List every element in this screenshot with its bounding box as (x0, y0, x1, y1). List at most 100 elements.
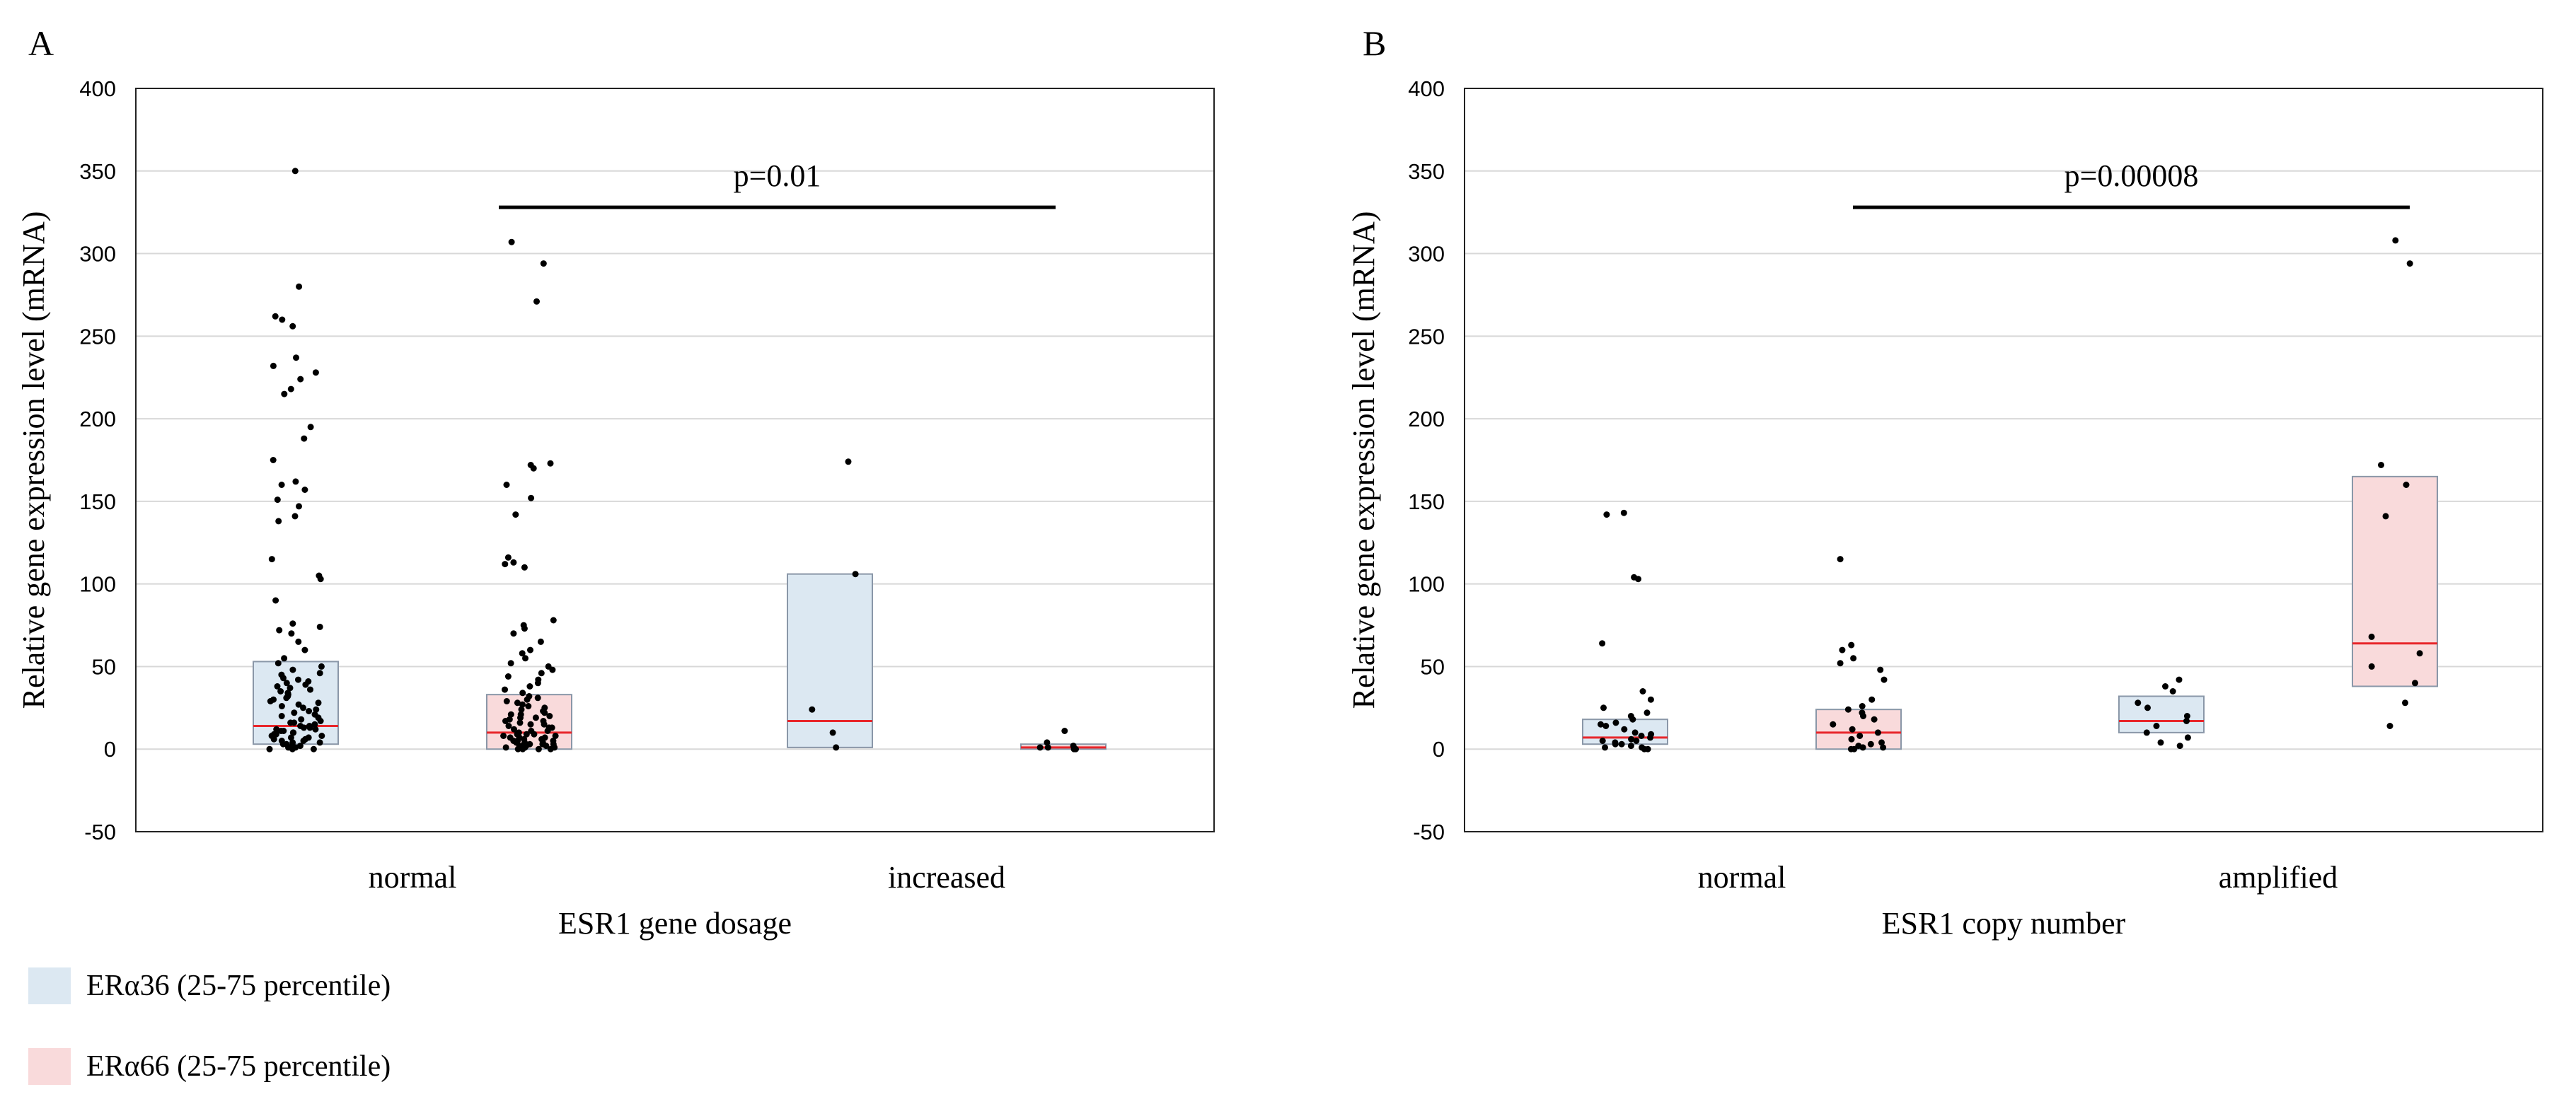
data-point (523, 731, 530, 738)
data-point (1647, 734, 1653, 741)
data-point (281, 390, 288, 397)
data-point (318, 663, 325, 670)
data-point (539, 739, 546, 746)
data-point (289, 322, 296, 330)
data-point (533, 298, 540, 305)
data-point (272, 313, 279, 320)
data-point (287, 685, 294, 692)
data-point (2412, 680, 2418, 687)
data-point (285, 744, 291, 751)
data-point (502, 686, 508, 693)
data-point (829, 729, 836, 736)
data-point (311, 721, 318, 728)
data-point (305, 678, 312, 685)
data-point (519, 745, 526, 752)
y-tick-label: -50 (1413, 820, 1445, 844)
data-point (551, 744, 558, 751)
y-tick-label: 200 (1408, 407, 1445, 431)
data-point (1647, 696, 1654, 703)
data-point (291, 719, 298, 726)
data-point (528, 494, 535, 501)
box-iqr (787, 573, 873, 748)
data-point (1621, 726, 1628, 733)
x-axis-label: ESR1 copy number (1882, 906, 2126, 941)
data-point (510, 559, 517, 566)
data-point (2416, 650, 2423, 657)
y-tick-label: 50 (92, 654, 116, 679)
data-point (1877, 666, 1884, 673)
data-point (528, 728, 535, 734)
y-tick-label: 150 (79, 489, 116, 514)
data-point (517, 711, 524, 718)
data-point (524, 696, 531, 703)
data-point (1869, 696, 1876, 703)
data-point (845, 458, 852, 465)
data-point (270, 736, 277, 743)
data-point (270, 362, 277, 369)
data-point (1602, 723, 1610, 729)
y-tick-label: 350 (79, 159, 116, 184)
data-point (510, 630, 517, 637)
data-point (291, 513, 299, 520)
data-point (527, 646, 533, 653)
panel-letter-B: B (1363, 23, 1386, 63)
box-iqr (1815, 709, 1902, 750)
data-point (1599, 738, 1606, 744)
data-point (546, 713, 553, 719)
data-point (291, 709, 298, 716)
data-point (1871, 716, 1878, 723)
data-point (1628, 736, 1635, 743)
data-point (525, 703, 532, 709)
data-point (534, 694, 541, 702)
data-point (530, 465, 537, 472)
legend-swatch-era36 (28, 967, 71, 1004)
data-point (306, 708, 313, 714)
data-point (2162, 683, 2168, 690)
data-point (521, 564, 528, 571)
data-point (301, 435, 308, 442)
data-point (289, 739, 296, 746)
data-point (2378, 462, 2384, 468)
y-tick-label: -50 (84, 820, 116, 844)
data-point (311, 711, 318, 718)
data-point (518, 706, 525, 713)
data-point (541, 734, 548, 741)
data-point (292, 478, 299, 485)
data-point (1598, 721, 1604, 728)
data-point (278, 482, 285, 488)
data-point (1620, 509, 1627, 516)
data-point (318, 733, 325, 739)
data-point (1850, 655, 1857, 662)
data-point (312, 726, 319, 733)
legend-swatch-era66 (28, 1048, 71, 1085)
data-point (301, 487, 308, 493)
x-axis-label: ESR1 gene dosage (558, 906, 792, 941)
data-point (1639, 688, 1646, 694)
data-point (1856, 733, 1864, 739)
data-point (315, 699, 322, 707)
data-point (503, 482, 510, 488)
data-point (1849, 726, 1856, 733)
data-point (295, 701, 302, 708)
data-point (502, 561, 509, 568)
data-point (1878, 739, 1885, 746)
y-axis-label: Relative gene expression level (mRNA) (1346, 211, 1381, 709)
y-tick-label: 150 (1408, 489, 1445, 514)
data-point (278, 703, 285, 709)
data-point (289, 666, 296, 673)
data-point (1867, 740, 1874, 748)
data-point (1860, 713, 1866, 719)
legend-item-era66: ERα66 (25-75 percentile) (28, 1048, 391, 1085)
data-point (505, 723, 512, 729)
p-value-label: p=0.00008 (2064, 158, 2199, 193)
data-point (538, 670, 545, 677)
data-point (312, 369, 319, 376)
data-point (305, 734, 312, 741)
data-point (1848, 641, 1855, 649)
data-point (1859, 703, 1866, 709)
data-point (1073, 745, 1079, 752)
data-point (275, 660, 282, 667)
data-point (504, 673, 512, 680)
data-point (274, 496, 281, 504)
data-point (290, 729, 297, 736)
